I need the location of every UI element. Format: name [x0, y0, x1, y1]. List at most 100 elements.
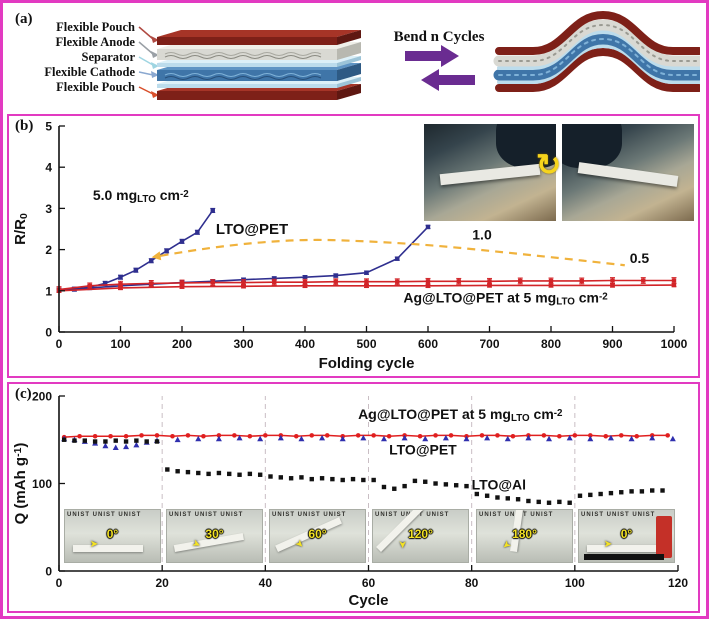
- svg-text:600: 600: [418, 337, 438, 351]
- svg-text:20: 20: [155, 576, 169, 590]
- svg-text:LTO@PET: LTO@PET: [389, 442, 457, 458]
- svg-text:1: 1: [45, 284, 52, 298]
- layer-label-pouch-bottom: Flexible Pouch: [56, 80, 135, 94]
- svg-text:0: 0: [56, 337, 63, 351]
- bend-test-photo-left: [424, 124, 556, 221]
- svg-text:Cycle: Cycle: [348, 592, 388, 609]
- svg-text:700: 700: [479, 337, 499, 351]
- layer-label-pouch-top: Flexible Pouch: [56, 20, 135, 34]
- svg-text:LTO@PET: LTO@PET: [216, 221, 288, 238]
- clamp-shape: [656, 516, 672, 558]
- svg-text:500: 500: [356, 337, 376, 351]
- svg-text:800: 800: [541, 337, 561, 351]
- bend-angle-photo-120: UNIST UNIST UNIST ➤ 120°: [372, 509, 469, 563]
- series-LTO@PET: [61, 437, 665, 505]
- svg-text:5.0 mgLTO cm-2: 5.0 mgLTO cm-2: [93, 187, 189, 205]
- panel-a-schematic: (a) Flexible Pouch Flexible Anode Separa…: [15, 10, 705, 100]
- svg-text:LTO@Al: LTO@Al: [472, 477, 526, 493]
- svg-text:120: 120: [668, 576, 688, 590]
- svg-text:300: 300: [233, 337, 253, 351]
- annotations: 5.0 mgLTO cm-2 LTO@PET 1.0 0.5 Ag@LTO@PET at…: [93, 187, 650, 307]
- svg-text:0: 0: [56, 576, 63, 590]
- bend-angle-photo-30: UNIST UNIST UNIST ➤ 30°: [166, 509, 263, 563]
- panel-b: (b) 0 100 200 300 400 500 600 700 800 900 1000 0 1 2 3…: [7, 114, 700, 378]
- bend-angle-photo-0: UNIST UNIST UNIST ➤ 0°: [64, 509, 161, 563]
- svg-text:900: 900: [602, 337, 622, 351]
- panel-b-tag: (b): [15, 118, 34, 134]
- bend-angle-arrow-icon: ➤: [189, 537, 203, 552]
- bend-angle-label: 0°: [106, 526, 119, 541]
- panel-a-tag: (a): [15, 11, 33, 27]
- trend-arrow-icon: [151, 238, 625, 267]
- bend-angle-label: 120°: [408, 526, 433, 541]
- unist-watermark: UNIST UNIST UNIST: [169, 512, 244, 518]
- series-Ag@LTO@PET-at-5-mgLTO-cm-2: [61, 433, 670, 440]
- svg-text:400: 400: [295, 337, 315, 351]
- svg-text:1.0: 1.0: [472, 226, 492, 242]
- layer-label-separator: Separator: [82, 50, 136, 64]
- pouch-cell-strip: [577, 161, 679, 187]
- bend-angle-label: 30°: [205, 526, 224, 541]
- svg-text:200: 200: [172, 337, 192, 351]
- bend-arrows-icon: [405, 45, 475, 91]
- rotate-arrow-icon: ↻: [536, 149, 562, 182]
- panel-c: (c) 0 20 40 60 80 100 120 0 100 200 Cycle Q (mAh g-…: [7, 382, 700, 613]
- svg-text:3: 3: [45, 202, 52, 216]
- sleeve-shape: [562, 124, 622, 168]
- photo-scale-bar: [584, 554, 664, 560]
- svg-text:100: 100: [32, 477, 52, 491]
- bend-angle-arrow-icon: ➤: [89, 539, 99, 551]
- series-Ag@LTO@PET-5-mgLTO-cm-2-upper: [56, 277, 677, 293]
- axes: 0 100 200 300 400 500 600 700 800 900 1000 0 1 2 3 4 5 Fo…: [12, 120, 688, 373]
- bend-angle-photo-180: UNIST UNIST UNIST ➤ 180°: [476, 509, 573, 563]
- axes: 0 20 40 60 80 100 120 0 100 200 Cycle Q (mAh g-1): [12, 390, 688, 610]
- chart-c-plot: 0 20 40 60 80 100 120 0 100 200 Cycle Q (mAh g-1) Ag…: [12, 390, 688, 610]
- flexible-cell-sheet: [587, 545, 657, 552]
- svg-text:0: 0: [45, 326, 52, 340]
- unist-watermark: UNIST UNIST UNIST: [67, 512, 142, 518]
- svg-text:0.5: 0.5: [630, 250, 650, 266]
- annotations: Ag@LTO@PET at 5 mgLTO cm-2 LTO@PET LTO@Al: [358, 406, 563, 493]
- svg-text:60: 60: [362, 576, 376, 590]
- svg-text:100: 100: [565, 576, 585, 590]
- flat-cell-schematic: [157, 30, 361, 100]
- svg-text:Folding cycle: Folding cycle: [319, 355, 415, 372]
- bend-angle-photo-60: UNIST UNIST UNIST ➤ 60°: [269, 509, 366, 563]
- layer-label-cathode: Flexible Cathode: [44, 65, 135, 79]
- svg-text:40: 40: [259, 576, 273, 590]
- bend-cycles-label: Bend n Cycles: [394, 29, 485, 45]
- pouch-cell-strip: [439, 163, 541, 185]
- layer-label-anode: Flexible Anode: [55, 35, 135, 49]
- bend-angle-label: 180°: [512, 526, 537, 541]
- panel-a: (a) Flexible Pouch Flexible Anode Separa…: [7, 5, 705, 112]
- svg-text:0: 0: [45, 565, 52, 579]
- unist-watermark: UNIST UNIST UNIST: [272, 512, 347, 518]
- svg-text:200: 200: [32, 390, 52, 404]
- svg-text:80: 80: [465, 576, 479, 590]
- sleeve-shape: [496, 124, 556, 168]
- svg-text:4: 4: [45, 161, 52, 175]
- layer-arrow-icons: [138, 26, 159, 98]
- bend-angle-arrow-icon: ➤: [603, 539, 613, 551]
- gridlines: [161, 396, 576, 571]
- flexible-cell-sheet: [73, 545, 143, 552]
- bend-angle-label: 0°: [620, 526, 633, 541]
- svg-text:1000: 1000: [661, 337, 688, 351]
- svg-text:5: 5: [45, 120, 52, 134]
- svg-text:2: 2: [45, 243, 52, 257]
- svg-text:Ag@LTO@PET at 5 mgLTO cm-2: Ag@LTO@PET at 5 mgLTO cm-2: [403, 289, 608, 307]
- svg-text:100: 100: [110, 337, 130, 351]
- svg-text:R/R0: R/R0: [12, 213, 30, 245]
- bend-test-photo-right: [562, 124, 694, 221]
- bend-angle-photo-0-final: UNIST UNIST UNIST ➤ 0°: [578, 509, 675, 563]
- series-LTO@Al: [61, 434, 676, 451]
- bend-angle-label: 60°: [308, 526, 327, 541]
- chart-b-plot: 0 100 200 300 400 500 600 700 800 900 1000 0 1 2 3 4 5 Fo…: [12, 120, 688, 373]
- bent-cell-schematic: [493, 10, 705, 92]
- unist-watermark: UNIST UNIST UNIST: [479, 512, 554, 518]
- svg-text:Q (mAh g-1): Q (mAh g-1): [12, 443, 29, 525]
- unist-watermark: UNIST UNIST UNIST: [581, 512, 656, 518]
- panel-c-tag: (c): [15, 386, 32, 402]
- svg-text:Ag@LTO@PET at 5 mgLTO cm-2: Ag@LTO@PET at 5 mgLTO cm-2: [358, 406, 563, 424]
